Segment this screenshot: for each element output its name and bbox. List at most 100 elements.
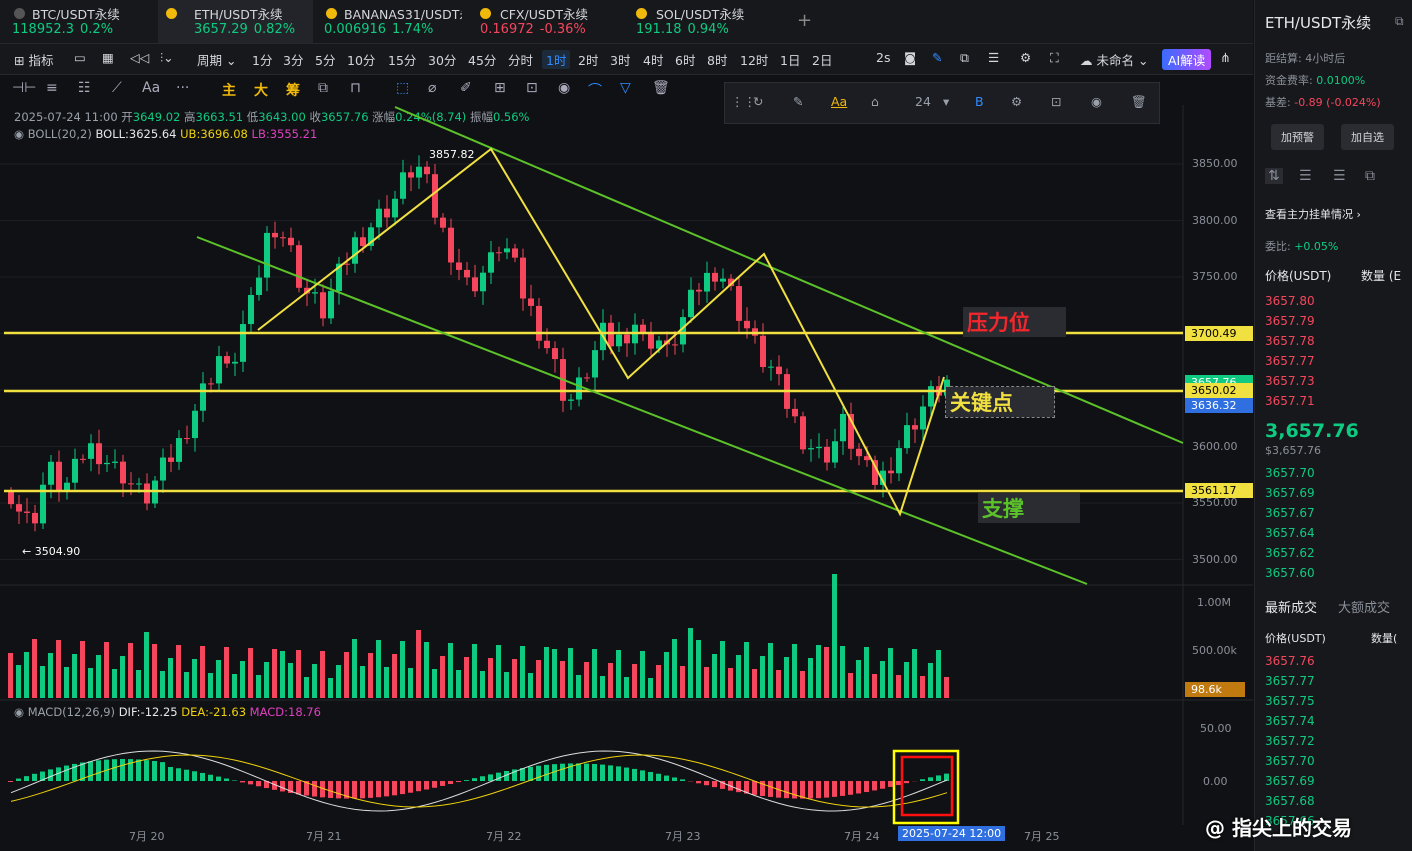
text-tool[interactable]: Aa bbox=[142, 80, 161, 96]
indicators-button[interactable]: ⊞ 指标 bbox=[14, 53, 54, 68]
share-icon[interactable]: ⋔ bbox=[1220, 50, 1231, 65]
interval-timeline[interactable]: 分时 bbox=[508, 53, 534, 68]
select-icon[interactable]: ⬚ bbox=[396, 80, 410, 96]
layout-name-dropdown[interactable]: ☁ 未命名 ⌄ bbox=[1080, 53, 1149, 68]
tab-cfx[interactable]: CFX/USDT永续 0.16972 -0.36% bbox=[470, 0, 625, 43]
macd-name[interactable]: MACD(12,26,9) bbox=[27, 705, 116, 719]
big-order-button[interactable]: 大 bbox=[254, 83, 268, 99]
brush-icon[interactable]: ✐ bbox=[460, 80, 472, 96]
ask-price[interactable]: 3657.73 bbox=[1265, 374, 1315, 388]
eye-icon[interactable]: ◉ bbox=[1091, 94, 1102, 109]
interval-10m[interactable]: 10分 bbox=[347, 53, 376, 68]
interval-1m[interactable]: 1分 bbox=[252, 53, 273, 68]
settings-icon[interactable]: ⚙ bbox=[1011, 94, 1023, 109]
grid-icon[interactable]: ▦ bbox=[102, 50, 114, 65]
main-orders-link[interactable]: 查看主力挂单情况 › bbox=[1265, 208, 1361, 221]
tab-sol[interactable]: SOL/USDT永续 191.18 0.94% bbox=[626, 0, 781, 43]
fib-icon[interactable]: ☷ bbox=[78, 80, 91, 96]
bid-price[interactable]: 3657.69 bbox=[1265, 486, 1315, 500]
eraser-icon[interactable]: ⌀ bbox=[428, 80, 437, 96]
boll-name[interactable]: BOLL(20,2) bbox=[27, 127, 92, 141]
bid-price[interactable]: 3657.62 bbox=[1265, 546, 1315, 560]
tab-btc[interactable]: BTC/USDT永续 118952.3 0.2% bbox=[0, 0, 155, 43]
lock-icon[interactable]: ⊡ bbox=[526, 80, 538, 96]
add-favorite-button[interactable]: 加自选 bbox=[1341, 124, 1394, 150]
edit-icon[interactable]: ✎ bbox=[793, 94, 804, 109]
settings-panel-icon[interactable]: ☰ bbox=[988, 50, 1000, 65]
eye-icon[interactable]: ◉ bbox=[14, 705, 25, 719]
lock-icon[interactable]: ⊡ bbox=[1051, 94, 1062, 109]
trash-icon[interactable]: 🗑 bbox=[652, 80, 670, 96]
ask-price[interactable]: 3657.77 bbox=[1265, 354, 1315, 368]
ai-button[interactable]: AI解读 bbox=[1162, 49, 1212, 70]
gear-icon[interactable]: ⚙ bbox=[1020, 50, 1032, 65]
ruler-icon[interactable]: ⊓ bbox=[350, 80, 361, 96]
more-tools[interactable]: ··· bbox=[176, 80, 190, 96]
tab-bananas31[interactable]: BANANAS31/USDT永续 0.006916 1.74% bbox=[314, 0, 469, 43]
interval-2h[interactable]: 2时 bbox=[578, 53, 599, 68]
channel-icon[interactable]: ≡ bbox=[46, 80, 58, 96]
bid-price[interactable]: 3657.60 bbox=[1265, 566, 1315, 580]
copy-icon[interactable]: ⧉ bbox=[1395, 14, 1404, 28]
chart-type-icon[interactable]: ⫶⌄ bbox=[160, 50, 174, 65]
add-tab-button[interactable]: + bbox=[797, 10, 813, 31]
interval-12h[interactable]: 12时 bbox=[740, 53, 769, 68]
window-icon[interactable]: ⧉ bbox=[960, 50, 969, 65]
bold-button[interactable]: B bbox=[975, 94, 984, 109]
bg-color-icon[interactable]: ⌂ bbox=[871, 94, 879, 109]
template-icon[interactable]: ↻ bbox=[753, 94, 764, 109]
interval-3h[interactable]: 3时 bbox=[610, 53, 631, 68]
interval-8h[interactable]: 8时 bbox=[707, 53, 728, 68]
trash-icon[interactable]: 🗑 bbox=[1131, 94, 1147, 109]
chart-canvas[interactable] bbox=[0, 105, 1253, 851]
book-depth-icon[interactable]: ⧉ bbox=[1365, 168, 1375, 184]
drag-handle-icon[interactable]: ⋮⋮ bbox=[731, 94, 756, 109]
main-force-button[interactable]: 主 bbox=[222, 83, 236, 99]
interval-2d[interactable]: 2日 bbox=[812, 53, 833, 68]
period-dropdown[interactable]: 周期 ⌄ bbox=[197, 53, 237, 68]
eye-icon[interactable]: ◉ bbox=[14, 127, 25, 141]
compare-icon[interactable]: ⧉ bbox=[318, 80, 328, 96]
chevron-down-icon[interactable]: ▾ bbox=[943, 94, 950, 109]
interval-4h[interactable]: 4时 bbox=[643, 53, 664, 68]
magnet-icon[interactable]: ⌒ bbox=[588, 83, 602, 99]
macd-bar bbox=[848, 781, 853, 795]
interval-3m[interactable]: 3分 bbox=[283, 53, 304, 68]
candle-body bbox=[280, 237, 286, 239]
pen-icon[interactable]: ✎ bbox=[932, 50, 943, 65]
ask-price[interactable]: 3657.78 bbox=[1265, 334, 1315, 348]
replay-icon[interactable]: ◁◁ bbox=[130, 50, 150, 65]
bid-price[interactable]: 3657.64 bbox=[1265, 526, 1315, 540]
interval-15m[interactable]: 15分 bbox=[388, 53, 417, 68]
fullscreen-icon[interactable]: ⛶ bbox=[1050, 50, 1059, 65]
chip-button[interactable]: 筹 bbox=[286, 83, 300, 99]
tab-eth[interactable]: ETH/USDT永续 3657.29 0.82% bbox=[158, 0, 313, 43]
eye-icon[interactable]: ◉ bbox=[558, 80, 571, 96]
bid-price[interactable]: 3657.70 bbox=[1265, 466, 1315, 480]
book-both-icon[interactable]: ⇅ bbox=[1265, 168, 1283, 184]
ask-price[interactable]: 3657.79 bbox=[1265, 314, 1315, 328]
text-color-button[interactable]: Aa bbox=[831, 94, 848, 109]
add-alert-button[interactable]: 加预警 bbox=[1271, 124, 1324, 150]
hline-icon[interactable]: ⊣⊢ bbox=[12, 80, 37, 96]
interval-5m[interactable]: 5分 bbox=[315, 53, 336, 68]
book-asks-icon[interactable]: ☰ bbox=[1333, 168, 1346, 184]
ask-price[interactable]: 3657.80 bbox=[1265, 294, 1315, 308]
tab-big-trades[interactable]: 大额成交 bbox=[1338, 601, 1391, 616]
interval-1h[interactable]: 1时 bbox=[542, 50, 571, 69]
seconds-label[interactable]: 2s bbox=[876, 50, 891, 65]
interval-6h[interactable]: 6时 bbox=[675, 53, 696, 68]
font-size-select[interactable]: 24 bbox=[915, 94, 931, 109]
book-bids-icon[interactable]: ☰ bbox=[1299, 168, 1312, 184]
measure-icon[interactable]: ⊞ bbox=[494, 80, 506, 96]
bid-price[interactable]: 3657.67 bbox=[1265, 506, 1315, 520]
ask-price[interactable]: 3657.71 bbox=[1265, 394, 1315, 408]
tab-latest-trades[interactable]: 最新成交 bbox=[1265, 601, 1318, 616]
interval-30m[interactable]: 30分 bbox=[428, 53, 457, 68]
filter-icon[interactable]: ▽ bbox=[620, 80, 631, 96]
interval-1d[interactable]: 1日 bbox=[780, 53, 801, 68]
interval-45m[interactable]: 45分 bbox=[468, 53, 497, 68]
layout-icon[interactable]: ▭ bbox=[74, 50, 86, 65]
camera-icon[interactable]: ◙ bbox=[904, 50, 917, 65]
trendline-icon[interactable]: ⟋ bbox=[112, 80, 122, 96]
